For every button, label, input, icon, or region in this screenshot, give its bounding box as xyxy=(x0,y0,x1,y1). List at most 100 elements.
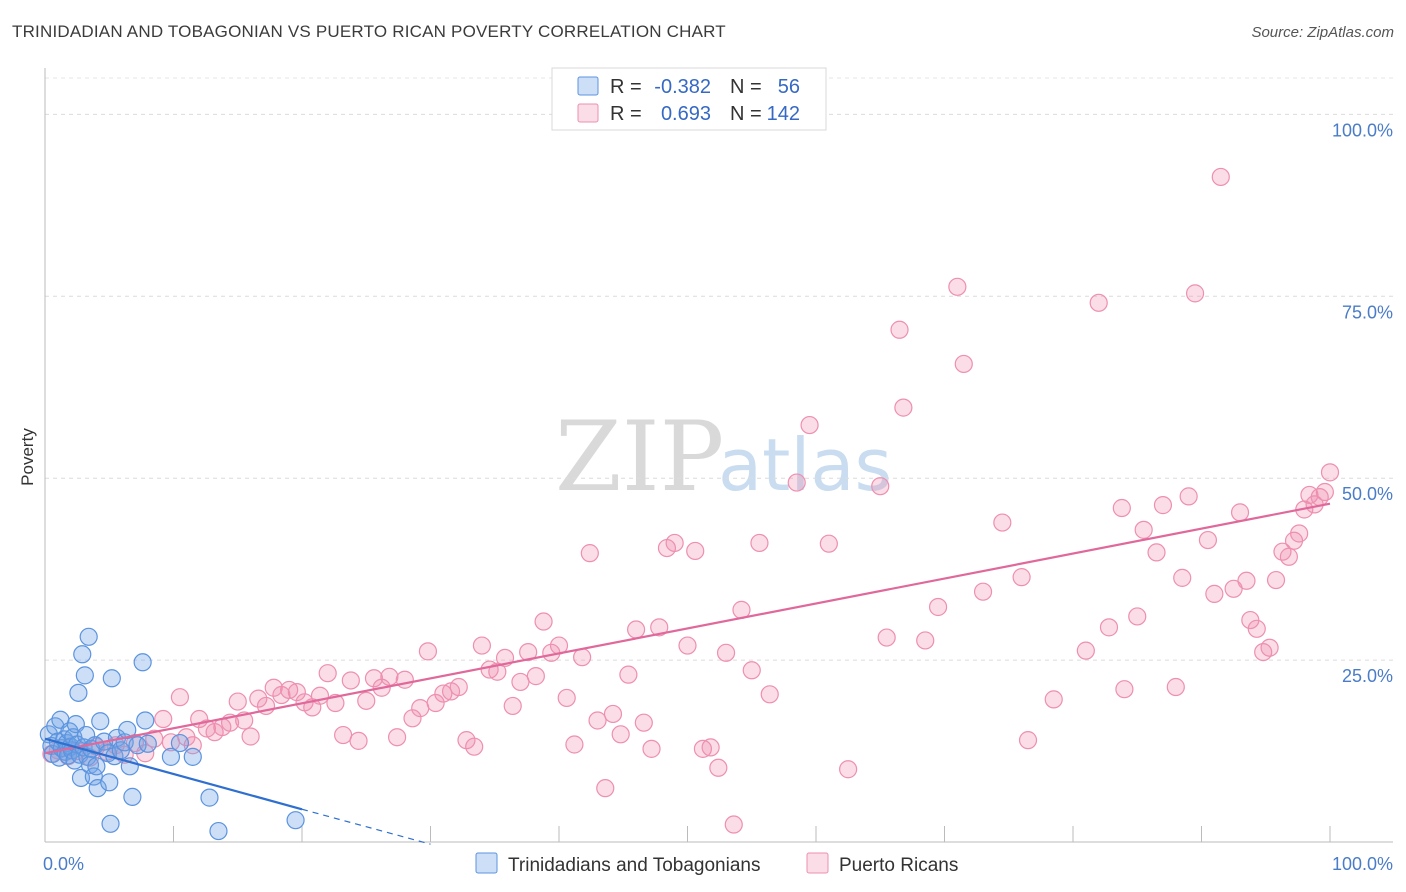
puerto-rican-point-91 xyxy=(787,473,806,492)
puerto-rican-point-14 xyxy=(170,688,190,707)
trinidadian-trend-extension xyxy=(301,808,431,845)
trinidadian-point-25 xyxy=(77,725,96,745)
puerto-rican-point-118 xyxy=(1185,284,1205,303)
puerto-rican-point-54 xyxy=(472,636,491,655)
puerto-rican-point-121 xyxy=(1211,167,1230,187)
puerto-rican-point-95 xyxy=(871,477,890,496)
puerto-rican-point-73 xyxy=(619,665,638,684)
puerto-rican-point-30 xyxy=(287,683,306,702)
legend-r-value-blue: -0.382 xyxy=(654,76,711,98)
trinidadian-point-44 xyxy=(118,720,137,740)
puerto-rican-point-138 xyxy=(1320,463,1340,482)
puerto-rican-point-122 xyxy=(1224,579,1243,598)
puerto-rican-point-72 xyxy=(611,725,630,744)
puerto-rican-point-35 xyxy=(326,693,345,713)
puerto-rican-point-99 xyxy=(916,631,935,650)
puerto-rican-point-113 xyxy=(1147,543,1166,562)
puerto-rican-point-66 xyxy=(565,735,584,754)
puerto-rican-point-27 xyxy=(264,678,283,697)
puerto-rican-point-71 xyxy=(603,704,623,724)
legend-r-label-pink: R = xyxy=(610,103,642,125)
puerto-rican-point-100 xyxy=(928,597,948,617)
bottom-legend-swatch-blue xyxy=(475,852,498,874)
puerto-rican-point-98 xyxy=(894,398,913,417)
puerto-rican-point-51 xyxy=(449,677,468,697)
puerto-rican-point-109 xyxy=(1099,618,1119,637)
puerto-rican-point-101 xyxy=(948,277,967,296)
puerto-ricans-points xyxy=(42,167,1340,834)
puerto-rican-point-103 xyxy=(973,582,993,601)
puerto-rican-point-128 xyxy=(1266,570,1286,590)
puerto-rican-point-79 xyxy=(665,533,684,553)
trinidadian-point-54 xyxy=(200,788,219,807)
puerto-rican-point-90 xyxy=(760,685,779,704)
trinidadian-point-32 xyxy=(87,757,106,776)
trinidadian-point-27 xyxy=(79,627,98,646)
puerto-rican-point-125 xyxy=(1247,619,1266,638)
source-credit: Source: ZipAtlas.com xyxy=(1251,24,1394,41)
y-tick-label-2: 75.0% xyxy=(1342,302,1393,322)
puerto-rican-point-83 xyxy=(701,738,720,757)
puerto-rican-point-139 xyxy=(1237,571,1256,590)
puerto-rican-point-81 xyxy=(686,541,705,561)
puerto-rican-point-69 xyxy=(588,711,607,730)
puerto-rican-point-97 xyxy=(890,320,909,339)
puerto-rican-point-84 xyxy=(709,758,728,777)
trinidadian-point-24 xyxy=(75,666,94,685)
series-legend: Trinidadians and Tobagonians Puerto Rica… xyxy=(475,852,958,876)
puerto-rican-point-70 xyxy=(596,779,615,798)
trinidadian-point-50 xyxy=(138,734,157,753)
puerto-rican-point-12 xyxy=(154,709,173,729)
trend-lines xyxy=(44,502,1331,845)
trinidadian-point-52 xyxy=(170,733,190,753)
puerto-rican-point-86 xyxy=(724,815,743,834)
puerto-rican-point-37 xyxy=(341,671,360,690)
puerto-rican-point-56 xyxy=(488,662,507,681)
puerto-rican-point-36 xyxy=(334,725,353,745)
puerto-rican-point-75 xyxy=(634,713,653,732)
puerto-rican-point-127 xyxy=(1260,638,1279,657)
puerto-rican-point-110 xyxy=(1112,498,1131,518)
puerto-rican-point-67 xyxy=(573,648,592,667)
puerto-rican-point-80 xyxy=(678,636,697,655)
puerto-rican-point-89 xyxy=(750,533,769,553)
puerto-rican-point-123 xyxy=(1230,503,1250,522)
axes xyxy=(44,68,1393,843)
y-axis-label: Poverty xyxy=(18,428,37,486)
puerto-rican-trend-line xyxy=(44,502,1331,755)
puerto-rican-point-44 xyxy=(395,670,414,689)
puerto-rican-point-34 xyxy=(318,664,337,683)
puerto-rican-point-132 xyxy=(1290,524,1309,543)
x-tick-label-1: 100.0% xyxy=(1332,854,1393,874)
puerto-rican-point-96 xyxy=(877,628,896,647)
puerto-rican-point-53 xyxy=(465,737,484,756)
puerto-rican-point-39 xyxy=(357,691,376,710)
puerto-rican-point-45 xyxy=(403,709,422,728)
puerto-rican-point-104 xyxy=(993,513,1012,532)
trinidadian-point-37 xyxy=(100,773,119,792)
trinidadian-point-49 xyxy=(136,711,155,730)
puerto-rican-point-82 xyxy=(693,739,713,758)
puerto-rican-point-105 xyxy=(1012,568,1031,587)
trinidadian-point-53 xyxy=(183,747,202,766)
puerto-rican-point-92 xyxy=(800,415,819,435)
legend-n-value-pink: 142 xyxy=(767,103,800,125)
bottom-legend-label-pink: Puerto Ricans xyxy=(839,855,958,876)
watermark-zip: ZIP xyxy=(555,401,724,513)
puerto-rican-point-77 xyxy=(650,618,669,637)
x-tick-label-0: 0.0% xyxy=(43,854,84,874)
trinidadians-points xyxy=(39,627,305,841)
puerto-rican-point-46 xyxy=(411,699,430,718)
trinidadian-trend-line xyxy=(44,737,303,811)
trinidadian-point-22 xyxy=(73,645,92,664)
legend-r-label-blue: R = xyxy=(610,76,642,98)
puerto-rican-point-59 xyxy=(511,672,530,692)
puerto-rican-point-60 xyxy=(519,642,538,662)
puerto-rican-point-47 xyxy=(418,642,438,661)
correlation-legend: R = -0.382 N = 56 R = 0.693 N = 142 xyxy=(551,67,827,131)
trinidadian-point-46 xyxy=(123,787,142,806)
trinidadian-point-34 xyxy=(91,712,110,731)
puerto-rican-point-93 xyxy=(819,534,838,553)
puerto-rican-point-22 xyxy=(228,692,247,711)
